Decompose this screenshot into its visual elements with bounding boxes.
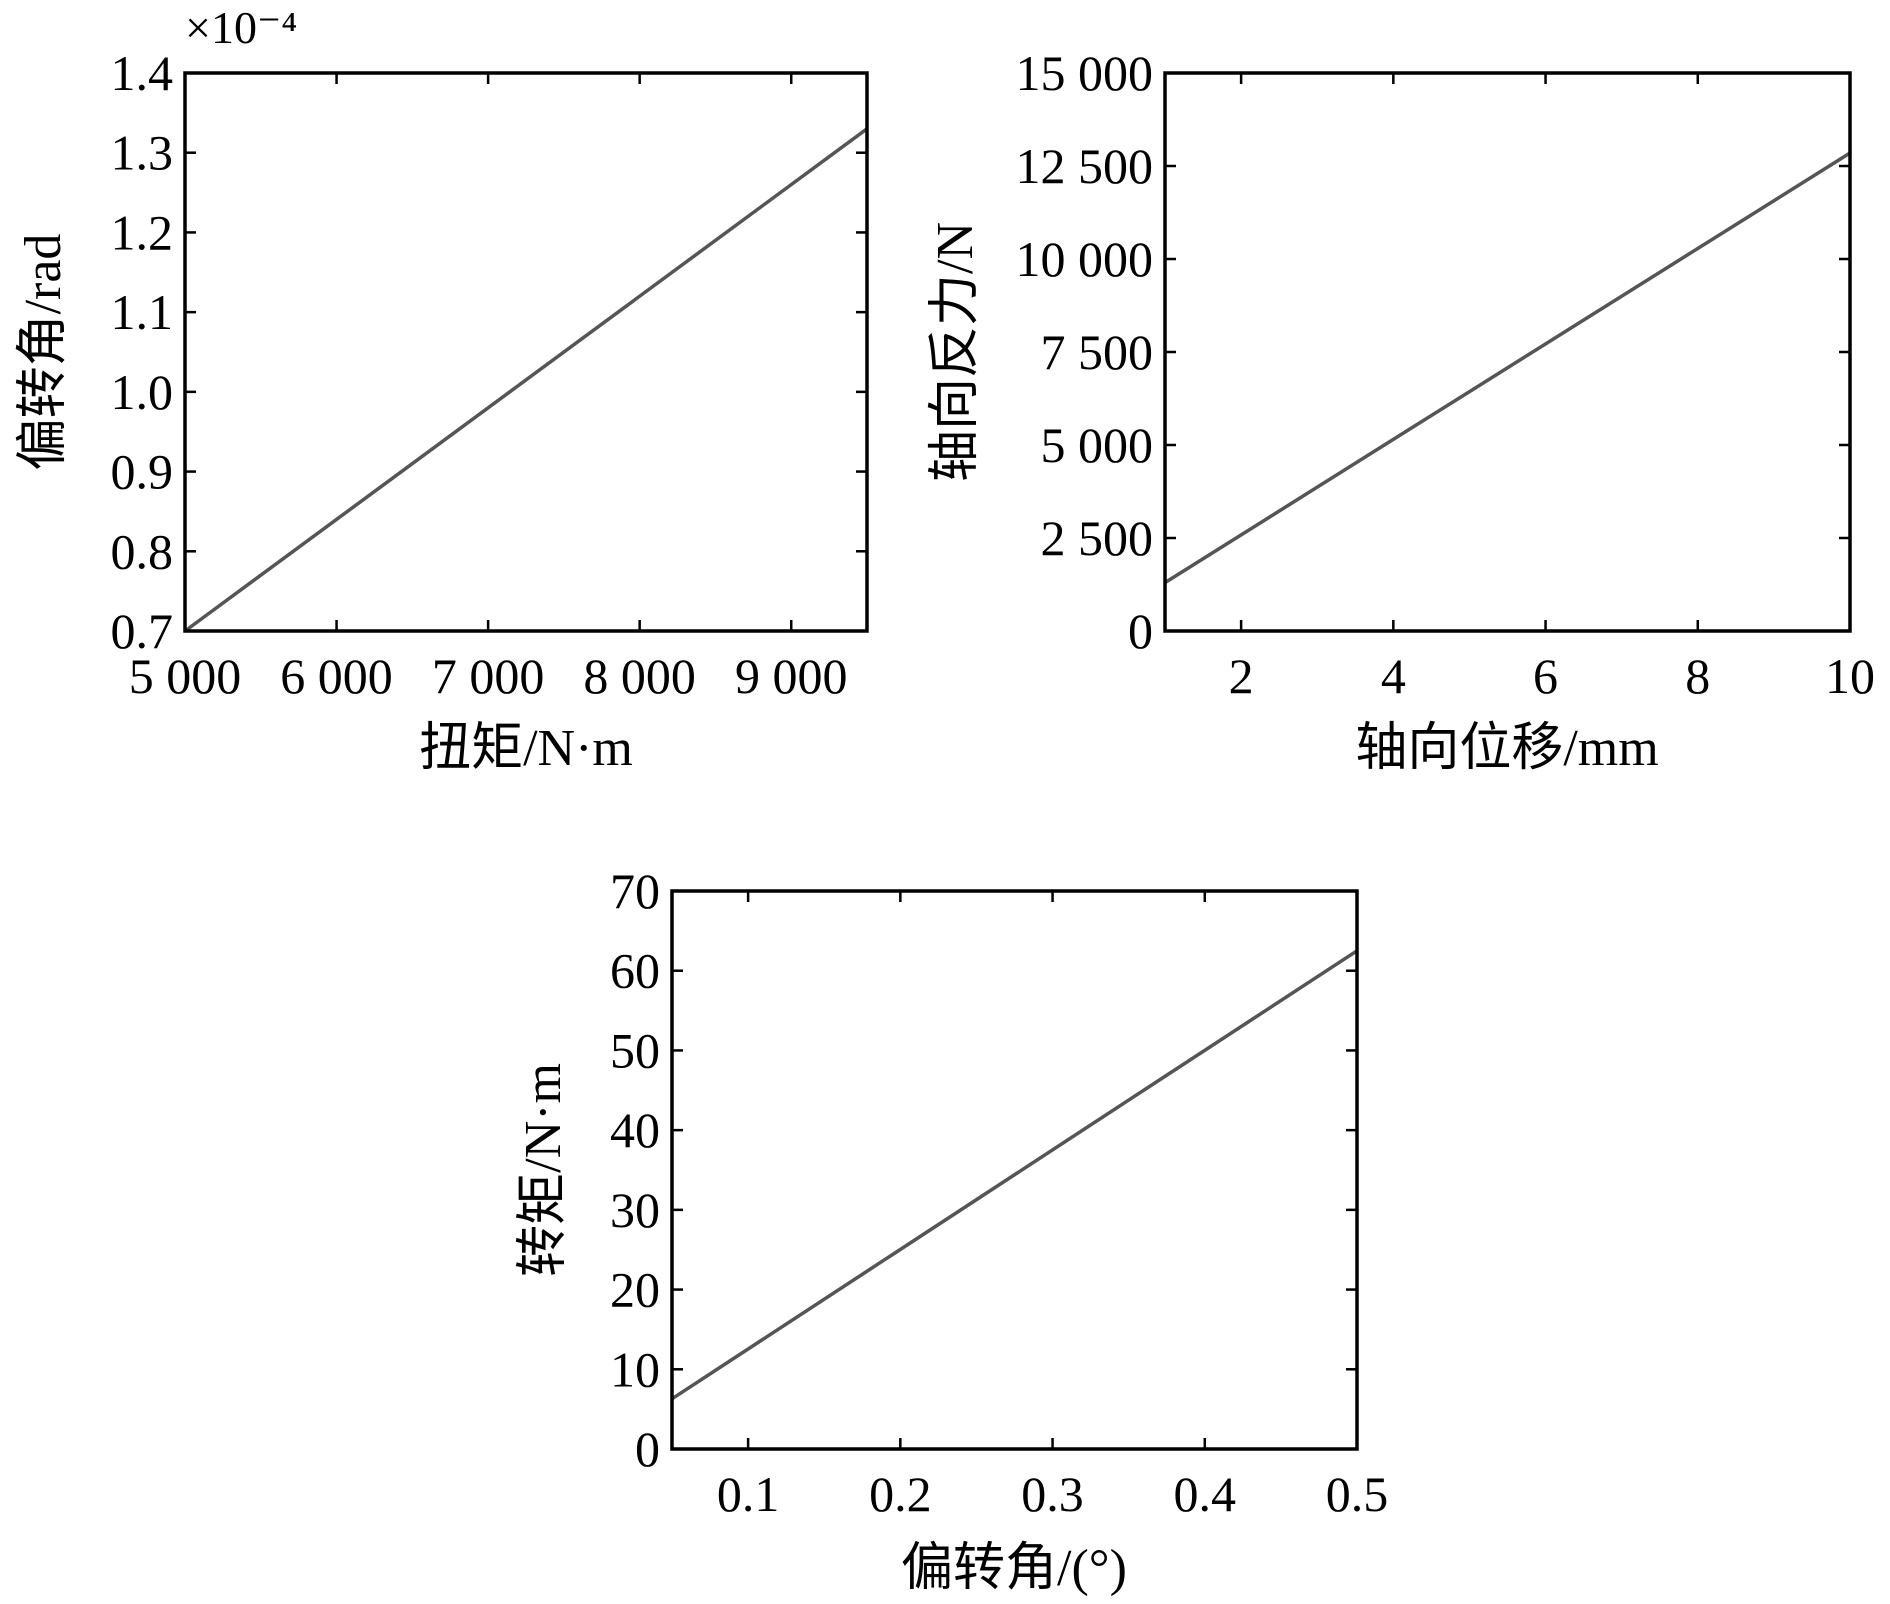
chart-3-y-tick-label: 70	[610, 863, 660, 919]
chart-3-x-tick-label: 0.2	[869, 1466, 932, 1522]
chart-3-axes-frame	[670, 889, 1359, 1451]
chart-2-x-tick-label: 10	[1825, 648, 1875, 704]
chart-1-y-tick-label: 1.0	[111, 364, 174, 420]
chart-2-y-tick-label: 10 000	[1016, 231, 1154, 287]
chart-1-y-tick-label: 1.4	[111, 45, 174, 101]
chart-1-axes-frame	[183, 71, 869, 633]
chart-1-x-tick-label: 6 000	[280, 648, 393, 704]
chart-1-y-tick-label: 0.8	[111, 523, 174, 579]
chart-2-y-tick-label: 7 500	[1041, 324, 1154, 380]
chart-2-y-tick-label: 0	[1128, 603, 1153, 659]
chart-1-series-line	[183, 127, 869, 633]
chart-1-y-axis-title: 偏转角/rad	[15, 234, 72, 471]
chart-2-y-tick-label: 12 500	[1016, 138, 1154, 194]
chart-3-x-tick-label: 0.5	[1326, 1466, 1389, 1522]
chart-2-x-axis-title: 轴向位移/mm	[1355, 720, 1658, 777]
chart-3-y-axis-title: 转矩/N·m	[515, 1063, 572, 1277]
chart-1-x-tick-label: 9 000	[735, 648, 848, 704]
chart-2-y-tick-label: 5 000	[1041, 417, 1154, 473]
chart-2: 2 4 6 8 10 0 2 500 5 000 7 500 10 000 12 500 15 000…	[927, 45, 1875, 777]
chart-3-y-tick-label: 20	[610, 1262, 660, 1318]
chart-3-series-line	[671, 949, 1358, 1401]
chart-3-y-tick-label: 40	[610, 1102, 660, 1158]
chart-1-x-axis-title: 扭矩/N·m	[419, 720, 633, 777]
chart-2-y-axis-title: 轴向反力/N	[927, 222, 984, 482]
chart-3-y-tick-label: 0	[635, 1421, 660, 1477]
chart-1: 5 000 6 000 7 000 8 000 9 000 0.7 0.8 0.9 1.0 1.1…	[15, 2, 869, 777]
chart-1-x-tick-label: 7 000	[432, 648, 545, 704]
chart-1-y-tick-label: 1.2	[111, 204, 174, 260]
chart-3-y-tick-label: 30	[610, 1182, 660, 1238]
chart-1-y-tick-label: 0.7	[111, 603, 174, 659]
chart-2-x-tick-label: 2	[1229, 648, 1254, 704]
chart-1-y-tick-label: 0.9	[111, 444, 174, 500]
chart-3-x-tick-label: 0.1	[717, 1466, 780, 1522]
chart-1-y-tick-label: 1.1	[111, 284, 174, 340]
chart-2-series-line	[1164, 151, 1851, 585]
chart-1-y-tick-label: 1.3	[111, 125, 174, 181]
chart-2-axes-frame	[1163, 71, 1852, 633]
chart-2-x-tick-label: 8	[1685, 648, 1710, 704]
chart-3-x-tick-label: 0.3	[1021, 1466, 1084, 1522]
chart-2-y-tick-label: 2 500	[1041, 510, 1154, 566]
chart-2-x-tick-label: 6	[1533, 648, 1558, 704]
chart-3-x-axis-title: 偏转角/(°)	[901, 1540, 1127, 1597]
chart-1-y-exponent-label: ×10⁻⁴	[185, 2, 297, 53]
chart-3-y-tick-label: 50	[610, 1022, 660, 1078]
chart-3-y-tick-label: 60	[610, 943, 660, 999]
chart-1-x-tick-label: 5 000	[129, 648, 242, 704]
chart-1-x-tick-label: 8 000	[583, 648, 696, 704]
chart-2-x-tick-label: 4	[1381, 648, 1406, 704]
chart-3-y-tick-label: 10	[610, 1341, 660, 1397]
chart-3: 0.1 0.2 0.3 0.4 0.5 0 10 20 30 40 50 60 70 偏转角/(°) 转矩/…	[515, 863, 1388, 1597]
chart-2-y-tick-label: 15 000	[1016, 45, 1154, 101]
chart-3-x-tick-label: 0.4	[1174, 1466, 1237, 1522]
